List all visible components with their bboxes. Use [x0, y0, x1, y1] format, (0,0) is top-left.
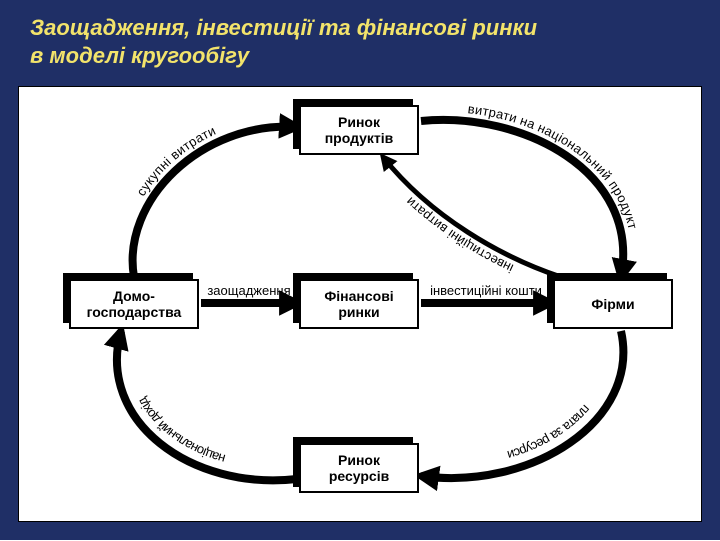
diagram-frame: сукупні витративитрати на національний п…: [18, 86, 702, 522]
edge-label-e3: інвестиційні витрати: [403, 194, 516, 276]
edge-e3: [383, 157, 561, 277]
edge-label-e5: інвестиційні кошти: [430, 283, 542, 298]
edge-e1: [133, 127, 297, 277]
node-firms: Фірми: [553, 279, 673, 329]
edge-e2: [421, 120, 623, 277]
edge-label-e1: сукупні витрати: [133, 123, 218, 199]
node-financial: Фінансовіринки: [299, 279, 419, 329]
slide: Заощадження, інвестиції та фінансові рин…: [0, 0, 720, 540]
node-households: Домо-господарства: [69, 279, 199, 329]
node-resources: Ринокресурсів: [299, 443, 419, 493]
edge-label-e4: заощадження: [207, 283, 290, 298]
node-products: Ринокпродуктів: [299, 105, 419, 155]
